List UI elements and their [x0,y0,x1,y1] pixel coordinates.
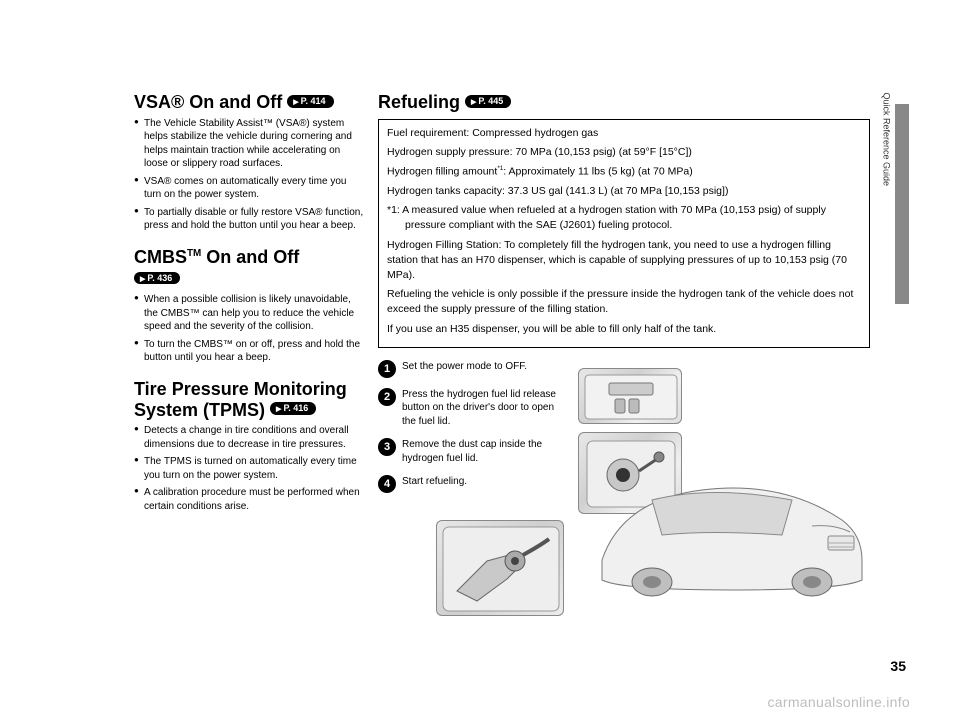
list-item: The Vehicle Stability Assist™ (VSA®) sys… [134,117,364,171]
step-number-icon: 3 [378,438,396,456]
step-text: Remove the dust cap inside the hydrogen … [402,438,568,465]
info-line: Hydrogen tanks capacity: 37.3 US gal (14… [387,184,861,199]
left-column: VSA® On and Off P. 414 The Vehicle Stabi… [134,92,364,527]
tpms-heading: Tire Pressure Monitoring System (TPMS) P… [134,379,364,420]
step-row: 1 Set the power mode to OFF. [378,360,568,378]
step-number-icon: 1 [378,360,396,378]
list-item: The TPMS is turned on automatically ever… [134,455,364,482]
cmbs-heading: CMBSTM On and Off [134,247,364,268]
car-illustration [582,440,870,610]
vsa-list: The Vehicle Stability Assist™ (VSA®) sys… [134,117,364,233]
page-content: VSA® On and Off P. 414 The Vehicle Stabi… [134,92,870,672]
side-tab [895,104,909,304]
refueling-heading: Refueling P. 445 [378,92,870,113]
info-line: If you use an H35 dispenser, you will be… [387,322,861,337]
step-row: 2 Press the hydrogen fuel lid release bu… [378,388,568,429]
list-item: To partially disable or fully restore VS… [134,206,364,233]
list-item: When a possible collision is likely unav… [134,293,364,334]
step-row: 3 Remove the dust cap inside the hydroge… [378,438,568,465]
info-line: Hydrogen Filling Station: To completely … [387,238,861,284]
door-button-illustration [578,368,682,424]
side-tab-label: Quick Reference Guide [882,92,892,186]
fuel-info-box: Fuel requirement: Compressed hydrogen ga… [378,119,870,348]
tm-mark: TM [187,248,201,259]
vsa-heading: VSA® On and Off P. 414 [134,92,364,113]
step-text: Set the power mode to OFF. [402,360,527,374]
cmbs-title-b: On and Off [201,247,299,267]
refuel-steps: 1 Set the power mode to OFF. 2 Press the… [378,360,568,494]
info-line: Hydrogen filling amount*1: Approximately… [387,164,861,180]
page-ref-pill: P. 445 [465,95,511,108]
list-item: Detects a change in tire conditions and … [134,424,364,451]
info-line: Refueling the vehicle is only possible i… [387,287,861,317]
illustration-area: 1 Set the power mode to OFF. 2 Press the… [378,360,870,620]
cmbs-title-a: CMBS [134,247,187,267]
step-row: 4 Start refueling. [378,475,568,493]
page-number: 35 [890,658,906,674]
info-line: Fuel requirement: Compressed hydrogen ga… [387,126,861,141]
page-ref-pill: P. 416 [270,402,316,415]
list-item: To turn the CMBS™ on or off, press and h… [134,338,364,365]
vsa-title: VSA® On and Off [134,92,282,112]
tpms-title: Tire Pressure Monitoring System (TPMS) [134,379,347,420]
step-number-icon: 2 [378,388,396,406]
refueling-title: Refueling [378,92,460,112]
step-text: Start refueling. [402,475,467,489]
info-line: *1: A measured value when refueled at a … [387,203,861,233]
right-column: Refueling P. 445 Fuel requirement: Compr… [378,92,870,620]
info-line: Hydrogen supply pressure: 70 MPa (10,153… [387,145,861,160]
page-ref-pill: P. 436 [134,272,180,284]
list-item: A calibration procedure must be performe… [134,486,364,513]
list-item: VSA® comes on automatically every time y… [134,175,364,202]
watermark: carmanualsonline.info [768,694,911,710]
step-number-icon: 4 [378,475,396,493]
cmbs-list: When a possible collision is likely unav… [134,293,364,365]
nozzle-illustration [436,520,564,616]
page-ref-pill: P. 414 [287,95,333,108]
step-text: Press the hydrogen fuel lid release butt… [402,388,568,429]
tpms-list: Detects a change in tire conditions and … [134,424,364,513]
